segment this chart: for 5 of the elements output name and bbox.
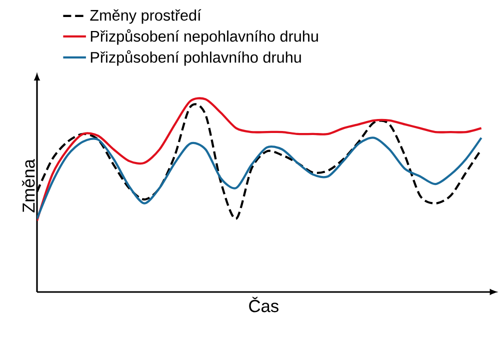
x-axis-title: Čas <box>249 296 278 312</box>
legend-label: Přizpůsobení nepohlavního druhu <box>90 29 318 45</box>
legend-label: Přizpůsobení pohlavního druhu <box>90 50 301 66</box>
y-axis-title: Změna <box>22 159 35 212</box>
legend-label: Změny prostředí <box>90 9 202 24</box>
